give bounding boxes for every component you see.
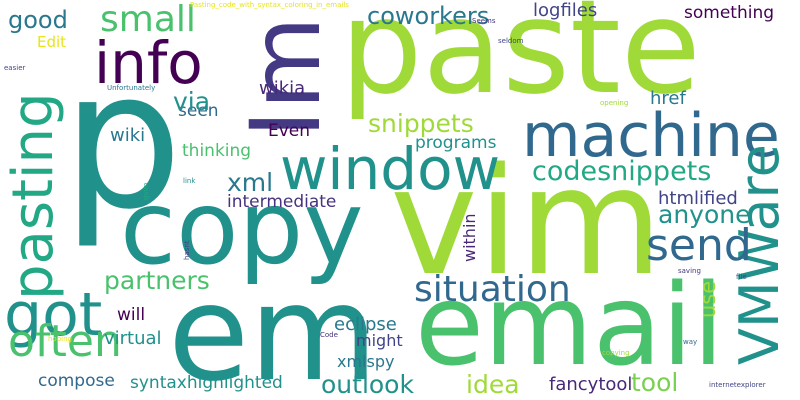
word-tiny-unfortunately: Unfortunately xyxy=(107,84,156,92)
word-tiny-file: file xyxy=(736,273,747,281)
word-tiny-hoping: hoping xyxy=(48,335,72,343)
word-tiny-hasnt: hasnt xyxy=(183,240,191,260)
word-p: p xyxy=(62,30,183,251)
word-tool: tool xyxy=(631,368,679,397)
word-thinking: thinking xyxy=(182,141,252,161)
word-machine: machine xyxy=(522,101,780,171)
word-fancytool: fancytool xyxy=(549,374,633,395)
word-anyone: anyone xyxy=(658,200,751,229)
word-codesnippets: codesnippets xyxy=(532,156,712,187)
word-email: email xyxy=(415,261,724,391)
word-tiny-way: way xyxy=(683,338,698,346)
word-pasting: pasting xyxy=(1,92,66,300)
word-idea: idea xyxy=(466,370,520,399)
word-even: Even xyxy=(268,121,311,141)
word-syntaxhighlighted: syntaxhighlighted xyxy=(130,373,283,393)
word-edit: Edit xyxy=(37,33,67,51)
word-snippets: snippets xyxy=(368,109,474,138)
word-will: will xyxy=(117,305,146,325)
word-em: em xyxy=(168,257,378,400)
word-tiny-code: Code xyxy=(320,331,338,339)
word-vim: vim xyxy=(390,136,663,308)
word-wiki: wiki xyxy=(110,125,146,146)
word-info: info xyxy=(94,29,203,97)
word-eclipse: eclipse xyxy=(334,314,397,335)
word-partners: partners xyxy=(104,266,210,295)
word-often: often xyxy=(8,316,122,367)
word-coworkers: coworkers xyxy=(367,2,490,30)
word-logfiles: logfiles xyxy=(533,0,598,21)
word-paste: paste xyxy=(340,0,701,123)
word-copy: copy xyxy=(120,169,364,288)
word-tiny-seldom: seldom xyxy=(498,37,524,45)
word-seen: seen xyxy=(178,101,219,121)
word-tiny-opening: opening xyxy=(600,99,629,107)
word-href: href xyxy=(650,88,686,109)
word-tiny-copying: copying xyxy=(602,349,630,357)
word-use: use xyxy=(696,280,720,318)
word-tiny-easier: easier xyxy=(4,64,26,72)
word-xmlspy: xmlspy xyxy=(337,352,395,371)
word-tiny-seems: Seems xyxy=(472,17,496,25)
word-tiny-internetexplorer: internetexplorer xyxy=(709,381,766,389)
word-compose: compose xyxy=(38,371,115,391)
word-htmlified: htmlified xyxy=(658,188,738,209)
word-small: small xyxy=(100,0,196,40)
word-wikia: wikia xyxy=(259,78,306,99)
word-window: window xyxy=(280,135,501,203)
word-might: might xyxy=(356,331,403,350)
word-within: within xyxy=(460,213,479,262)
word-virtual: virtual xyxy=(104,328,162,349)
word-intermediate: intermediate xyxy=(227,192,337,212)
word-tiny-title: Pasting_code_with_syntax_coloring_in_ema… xyxy=(190,1,349,9)
word-tiny-link: link xyxy=(183,177,196,185)
word-send: send xyxy=(646,220,752,271)
word-outlook: outlook xyxy=(321,370,414,399)
word-xml: xml xyxy=(227,168,274,197)
word-tiny-saving: saving xyxy=(678,267,701,275)
word-something: something xyxy=(684,3,775,23)
word-situation: situation xyxy=(414,269,571,310)
word-via: via xyxy=(173,87,211,116)
word-programs: programs xyxy=(415,133,497,153)
word-tiny-gvim: gvim xyxy=(142,182,150,200)
word-good: good xyxy=(8,6,68,34)
word-got: got xyxy=(4,280,103,350)
